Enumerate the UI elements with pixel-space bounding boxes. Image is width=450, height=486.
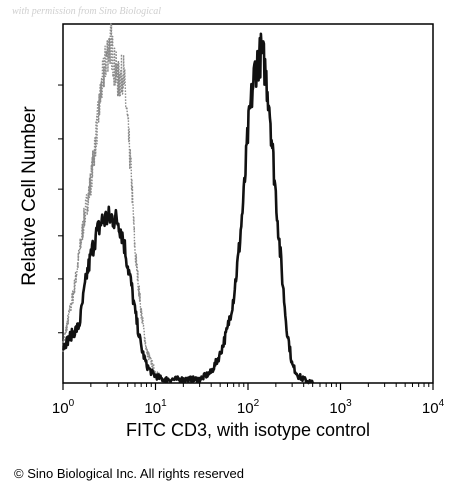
x-tick-label-1: 101 [144, 398, 167, 417]
x-tick-base: 10 [52, 400, 69, 417]
copyright-text: © Sino Biological Inc. All rights reserv… [14, 466, 244, 481]
x-tick-base: 10 [422, 400, 439, 417]
x-tick-label-0: 100 [52, 398, 75, 417]
x-tick-label-3: 103 [329, 398, 352, 417]
x-tick-exponent: 4 [439, 398, 445, 409]
y-axis-label: Relative Cell Number [19, 106, 40, 286]
isotype-control-trace [62, 22, 164, 383]
x-tick-exponent: 1 [161, 398, 167, 409]
series-layer [62, 22, 314, 385]
fitc-cd3-trace [62, 32, 314, 385]
x-tick-label-2: 102 [237, 398, 260, 417]
x-tick-exponent: 2 [254, 398, 260, 409]
tick-layer: 100 101 102 103 104 [52, 84, 445, 417]
x-tick-label-4: 104 [422, 398, 445, 417]
x-tick-base: 10 [144, 400, 161, 417]
x-tick-exponent: 3 [346, 398, 352, 409]
x-tick-base: 10 [237, 400, 254, 417]
x-axis-label: FITC CD3, with isotype control [125, 420, 371, 440]
x-tick-base: 10 [329, 400, 346, 417]
x-tick-exponent: 0 [69, 398, 75, 409]
watermark-text: with permission from Sino Biological [12, 6, 162, 17]
